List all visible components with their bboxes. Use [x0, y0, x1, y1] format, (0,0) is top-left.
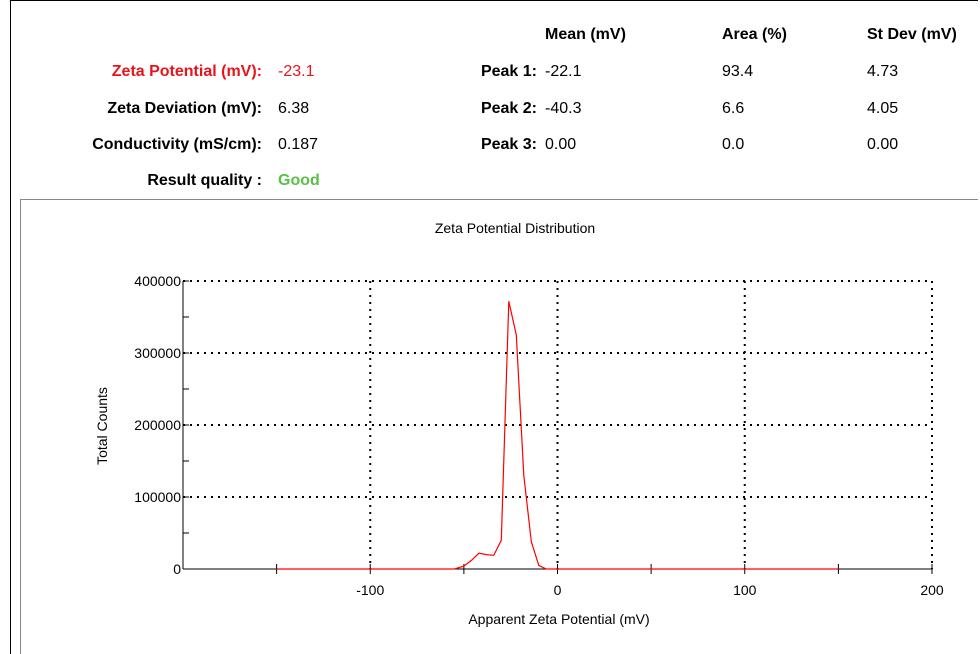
peak-2-area: 6.6	[722, 100, 745, 117]
chart-title: Zeta Potential Distribution	[435, 220, 595, 236]
peak-1-label: Peak 1:	[480, 63, 537, 80]
peak-3-label: Peak 3:	[480, 136, 537, 153]
conductivity-label: Conductivity (mS/cm):	[92, 136, 262, 153]
zeta-deviation-value: 6.38	[278, 100, 310, 117]
result-quality-label: Result quality :	[147, 172, 262, 189]
result-quality-value: Good	[278, 172, 320, 189]
x-tick-label: 0	[554, 582, 562, 598]
x-tick-label: -100	[356, 582, 384, 598]
zeta-potential-label: Zeta Potential (mV):	[111, 63, 262, 80]
peak-2-label: Peak 2:	[480, 100, 537, 117]
y-tick-label: 100000	[134, 489, 181, 505]
header-mean: Mean (mV)	[545, 26, 626, 43]
y-tick-label: 200000	[134, 417, 181, 433]
zeta-deviation-label: Zeta Deviation (mV):	[107, 100, 262, 117]
report-frame	[10, 0, 978, 654]
x-tick-label: 200	[920, 582, 944, 598]
peak-1-stdev: 4.73	[867, 63, 899, 80]
y-tick-label: 400000	[134, 273, 181, 289]
y-tick-label: 300000	[134, 345, 181, 361]
series-line-1	[276, 301, 839, 570]
x-tick-label: 100	[733, 582, 757, 598]
y-axis-label: Total Counts	[94, 387, 110, 465]
peak-3-area: 0.0	[722, 136, 745, 153]
x-axis-label: Apparent Zeta Potential (mV)	[468, 611, 649, 627]
peak-3-stdev: 0.00	[867, 136, 899, 153]
peak-2-stdev: 4.05	[867, 100, 899, 117]
peak-2-mean: -40.3	[545, 100, 582, 117]
header-area: Area (%)	[722, 26, 787, 43]
peak-1-area: 93.4	[722, 63, 754, 80]
header-stdev: St Dev (mV)	[867, 26, 957, 43]
peak-1-mean: -22.1	[545, 63, 582, 80]
conductivity-value: 0.187	[278, 136, 319, 153]
zeta-potential-value: -23.1	[278, 63, 315, 80]
peak-3-mean: 0.00	[545, 136, 577, 153]
chart-panel	[20, 199, 978, 654]
y-tick-label: 0	[173, 561, 181, 577]
